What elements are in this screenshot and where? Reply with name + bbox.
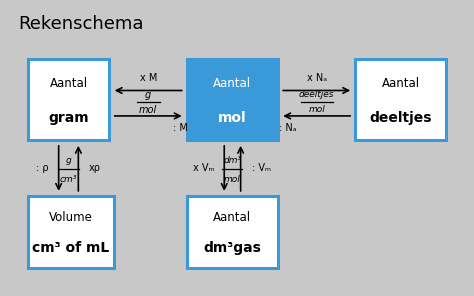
Text: Volume: Volume <box>49 211 93 224</box>
FancyBboxPatch shape <box>27 59 109 140</box>
Text: mol: mol <box>139 105 157 115</box>
Text: dm³: dm³ <box>223 156 242 165</box>
Text: Aantal: Aantal <box>382 77 420 90</box>
Text: Aantal: Aantal <box>213 77 252 90</box>
FancyBboxPatch shape <box>27 196 114 268</box>
Text: mol: mol <box>308 105 325 114</box>
FancyBboxPatch shape <box>187 59 278 140</box>
Text: deeltjes: deeltjes <box>299 90 335 99</box>
Text: x Nₐ: x Nₐ <box>307 73 327 83</box>
Text: mol: mol <box>218 111 247 125</box>
Text: deeltjes: deeltjes <box>370 111 432 125</box>
Text: : Vₘ: : Vₘ <box>252 163 271 173</box>
Text: cm³: cm³ <box>60 175 77 184</box>
Text: : M: : M <box>173 123 188 133</box>
Text: x Vₘ: x Vₘ <box>193 163 215 173</box>
FancyBboxPatch shape <box>356 59 447 140</box>
Text: Rekenschema: Rekenschema <box>18 15 144 33</box>
Text: Aantal: Aantal <box>213 211 252 224</box>
Text: g: g <box>65 156 72 165</box>
Text: dm³gas: dm³gas <box>203 241 261 255</box>
Text: : ρ: : ρ <box>36 163 49 173</box>
Text: gram: gram <box>48 111 89 125</box>
Text: : Nₐ: : Nₐ <box>279 123 297 133</box>
Text: g: g <box>145 90 151 99</box>
FancyBboxPatch shape <box>187 196 278 268</box>
Text: mol: mol <box>224 175 241 184</box>
Text: cm³ of mL: cm³ of mL <box>32 241 109 255</box>
Text: xρ: xρ <box>88 163 100 173</box>
Text: Aantal: Aantal <box>49 77 88 90</box>
Text: x M: x M <box>139 73 157 83</box>
